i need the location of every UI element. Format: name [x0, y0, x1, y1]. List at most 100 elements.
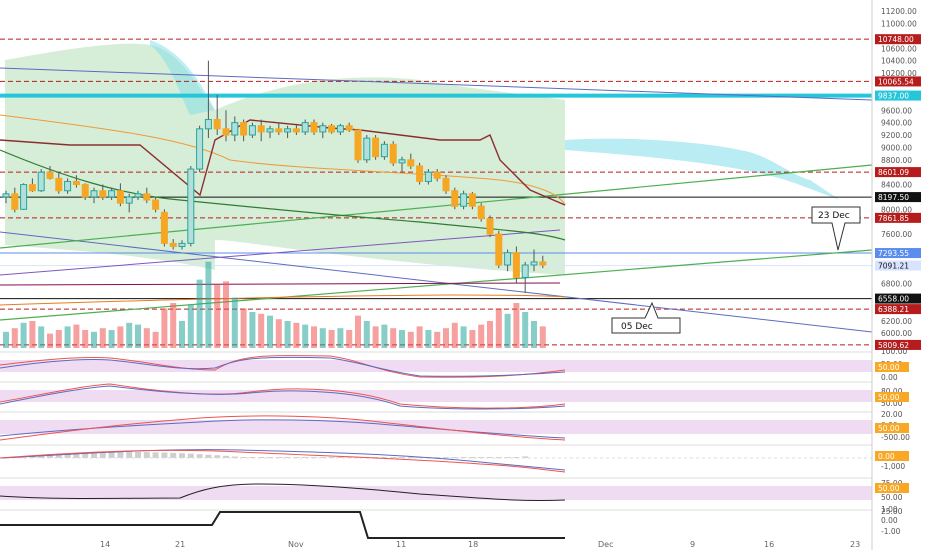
- histogram-bar: [487, 457, 493, 458]
- histogram-bar: [504, 457, 511, 458]
- price-level-label: 9837.00: [878, 92, 909, 101]
- candle-body: [81, 184, 89, 198]
- candle-body: [398, 159, 406, 164]
- osc4-line-red: [0, 449, 566, 473]
- candle-body: [187, 168, 195, 244]
- candle-body: [90, 190, 98, 198]
- candle-body: [319, 125, 327, 133]
- price-level-label: 7091.21: [878, 262, 909, 271]
- volume-bar: [73, 324, 80, 348]
- volume-bar: [284, 321, 291, 348]
- oscillator-tick-label: 0.00: [881, 373, 898, 382]
- price-level-label: 10065.54: [878, 77, 914, 86]
- candle-body: [433, 171, 441, 179]
- volume-bar: [91, 331, 97, 348]
- histogram-bar: [284, 457, 291, 458]
- ma-darkgreen: [0, 149, 566, 241]
- callout-05dec-box: [611, 301, 681, 334]
- histogram-bar: [55, 454, 62, 458]
- candle-body: [2, 193, 10, 198]
- oscillator-badge-label: 50.00: [878, 393, 900, 402]
- candle-body: [345, 125, 353, 131]
- volume-bar: [319, 328, 326, 348]
- osc2-line-red: [0, 383, 566, 409]
- volume-bar: [231, 297, 238, 348]
- volume-bar: [328, 330, 335, 348]
- callout-23dec-box: [811, 206, 861, 251]
- volume-bar: [161, 308, 168, 348]
- candle-body: [424, 171, 432, 182]
- volume-bar: [451, 322, 458, 348]
- candle-body: [213, 119, 221, 130]
- volume-bar: [38, 326, 45, 348]
- callout-23dec-label: 23 Dec: [818, 211, 850, 221]
- volume-bar: [513, 303, 520, 348]
- oscillator-badge: [875, 392, 909, 402]
- price-level-label: 6558.00: [878, 295, 909, 304]
- x-tick-label: 11: [396, 540, 406, 549]
- volume-bar: [478, 324, 485, 348]
- volume-bar: [267, 315, 273, 348]
- candle-body: [495, 233, 503, 266]
- oscillator-tick-label: 0.00: [881, 516, 898, 525]
- price-tick-label: 9400.00: [881, 119, 912, 128]
- trendline-green-upper: [0, 164, 873, 249]
- histogram-bar: [170, 452, 177, 458]
- volume-bar: [196, 279, 203, 348]
- candle-body: [240, 122, 248, 136]
- candle-body: [380, 143, 388, 158]
- cloud-blue-right: [565, 138, 840, 200]
- histogram-bar: [161, 452, 168, 458]
- candle-body: [477, 205, 485, 220]
- volume-bar: [117, 326, 124, 348]
- x-tick-label: 18: [468, 540, 478, 549]
- price-tick-label: 10400.00: [881, 57, 917, 66]
- price-level-badge: [875, 90, 921, 101]
- price-tick-label: 10200.00: [881, 69, 917, 78]
- candle-body: [468, 193, 476, 207]
- volume-bar: [539, 326, 546, 348]
- candle-body: [55, 177, 63, 192]
- price-level-badge: [875, 167, 921, 178]
- candle-body: [11, 193, 19, 210]
- price-level-badge: [875, 293, 921, 304]
- candle-body: [108, 190, 116, 198]
- price-tick-label: 7600.00: [881, 230, 912, 239]
- volume-bar: [522, 312, 529, 348]
- candle-body: [354, 129, 362, 161]
- volume-bar: [3, 331, 9, 348]
- histogram-bar: [337, 457, 344, 458]
- candle-body: [64, 180, 72, 192]
- candle-body: [125, 196, 133, 204]
- candle-body: [521, 264, 529, 278]
- volume-bar: [311, 326, 317, 348]
- price-level-label: 8601.09: [878, 168, 909, 177]
- candle-body: [530, 261, 538, 266]
- candle-body: [292, 128, 300, 133]
- histogram-bar: [434, 457, 441, 458]
- histogram-bar: [135, 452, 141, 458]
- price-level-badge: [875, 304, 921, 315]
- price-level-badge: [875, 76, 921, 87]
- price-tick-label: 11000.00: [881, 20, 917, 29]
- x-tick-label: Dec: [598, 540, 613, 549]
- volume-bar: [20, 322, 27, 348]
- histogram-bar: [108, 452, 115, 458]
- volume-bar: [126, 322, 133, 348]
- histogram-bar: [223, 455, 229, 458]
- histogram-bar: [231, 456, 238, 458]
- candle-body: [336, 125, 344, 133]
- volume-bar: [399, 330, 405, 348]
- ma-maroon: [0, 282, 561, 286]
- oscillator-tick-label: 25.00: [881, 507, 903, 516]
- x-tick-label: 9: [690, 540, 695, 549]
- candle-body: [504, 252, 512, 266]
- volume-bar: [469, 330, 476, 348]
- candle-body: [539, 261, 547, 266]
- price-tick-label: 8000.00: [881, 205, 912, 214]
- oscillator-badge: [875, 362, 909, 372]
- volume-bar: [249, 312, 256, 348]
- histogram-bar: [179, 453, 185, 458]
- oscillator-badge-label: 50.00: [878, 424, 900, 433]
